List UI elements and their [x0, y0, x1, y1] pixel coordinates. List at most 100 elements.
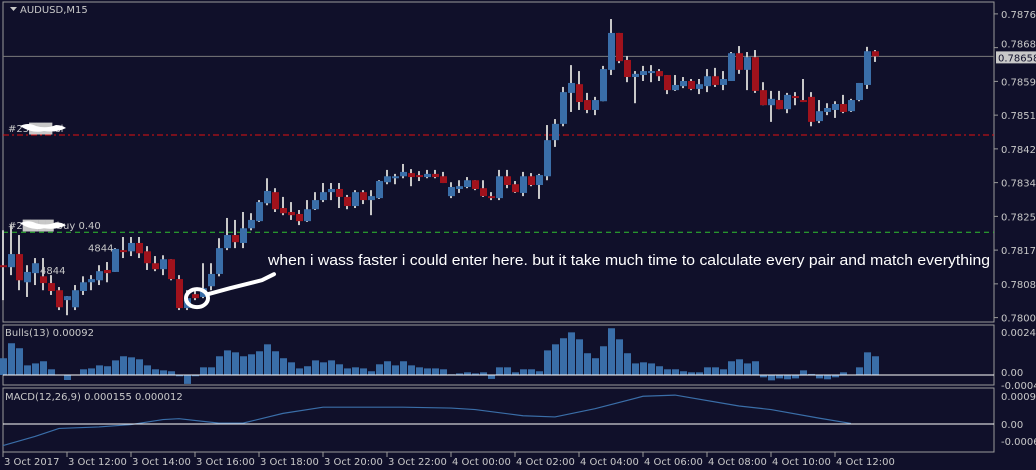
- bulls-bar: [16, 348, 23, 375]
- bull-candle-body: [128, 242, 135, 252]
- bulls-bar: [592, 358, 599, 375]
- annotation-circle: [184, 287, 210, 310]
- bulls-bar: [680, 371, 687, 375]
- bulls-bar: [256, 351, 263, 375]
- candle: [376, 180, 383, 199]
- candle-wick: [202, 263, 204, 299]
- bull-candle-body: [552, 123, 559, 141]
- bull-candle-body: [32, 263, 39, 274]
- candle: [536, 173, 543, 199]
- bulls-bar: [392, 365, 399, 375]
- candle: [360, 190, 367, 205]
- chart-text-label: 4844: [40, 266, 65, 277]
- bulls-bar: [864, 352, 871, 375]
- candle: [440, 171, 447, 184]
- candle: [0, 230, 7, 301]
- bear-candle-body: [56, 290, 63, 308]
- candle-wick: [538, 173, 540, 199]
- candle: [512, 181, 519, 193]
- bulls-bar: [760, 375, 767, 378]
- candle-wick: [290, 202, 292, 220]
- bulls-bar: [120, 356, 127, 375]
- candle: [288, 202, 295, 220]
- bulls-bar: [96, 365, 103, 375]
- bulls-bar: [456, 373, 463, 375]
- bulls-bar: [784, 375, 791, 380]
- bull-candle-body: [784, 94, 791, 110]
- bear-candle-body: [0, 265, 7, 268]
- bulls-axis-label: 0.00241: [1001, 328, 1036, 339]
- candle-wick: [794, 92, 796, 106]
- bulls-bar: [432, 368, 439, 375]
- time-label: 3 Oct 16:00: [196, 457, 255, 468]
- candle: [432, 169, 439, 179]
- candle: [112, 248, 119, 272]
- macd-axis-label: 0.00: [1001, 420, 1023, 431]
- bulls-bar: [464, 372, 471, 375]
- bull-candle-body: [208, 273, 215, 287]
- time-label: 4 Oct 06:00: [644, 457, 703, 468]
- bulls-bar: [400, 361, 407, 375]
- current-price-box: [996, 51, 1036, 64]
- candle: [496, 169, 503, 201]
- bulls-bar: [144, 365, 151, 375]
- bear-candle-body: [512, 184, 519, 193]
- bulls-bar: [408, 365, 415, 375]
- bulls-axis-label: -0.00049: [1001, 381, 1036, 392]
- bear-candle-body: [664, 75, 671, 91]
- bull-candle-body: [264, 190, 271, 204]
- candle: [248, 213, 255, 231]
- bulls-bar: [840, 372, 847, 375]
- candle: [368, 190, 375, 216]
- bull-candle-body: [496, 176, 503, 199]
- bull-candle-body: [88, 279, 95, 283]
- bulls-bar: [624, 353, 631, 375]
- bear-candle-body: [232, 235, 239, 243]
- candle: [560, 86, 567, 127]
- candle: [168, 259, 175, 281]
- bulls-bar: [544, 350, 551, 375]
- bear-candle-body: [16, 254, 23, 281]
- candle-wick: [402, 163, 404, 179]
- bull-candle-body: [680, 80, 687, 87]
- candle: [768, 90, 775, 122]
- candle: [728, 52, 735, 81]
- macd-pane-frame: [2, 387, 995, 453]
- bulls-bar: [208, 367, 215, 375]
- bulls-bar: [152, 369, 159, 375]
- bulls-bar: [664, 369, 671, 375]
- bull-candle-body: [328, 188, 335, 193]
- triangle-down-icon[interactable]: [10, 7, 17, 11]
- time-label: 3 Oct 20:00: [324, 457, 383, 468]
- bulls-bar: [424, 368, 431, 375]
- candle: [120, 237, 127, 259]
- time-label: 4 Oct 10:00: [772, 457, 831, 468]
- candle: [416, 171, 423, 182]
- bulls-bar: [824, 375, 831, 380]
- bulls-bar: [808, 373, 815, 375]
- bulls-bar: [672, 369, 679, 375]
- bulls-bar: [632, 363, 639, 375]
- candle: [344, 194, 351, 210]
- time-label: 3 Oct 22:00: [388, 457, 447, 468]
- candle: [752, 50, 759, 93]
- candle: [472, 180, 479, 191]
- bulls-bar: [288, 362, 295, 375]
- bull-candle-body: [696, 84, 703, 89]
- bulls-bar: [816, 375, 823, 379]
- bear-candle-body: [528, 176, 535, 186]
- price-label: 0.78595: [1001, 77, 1036, 88]
- bull-candle-body: [816, 111, 823, 122]
- bulls-bar: [728, 361, 735, 375]
- bear-candle-body: [432, 173, 439, 178]
- candle: [576, 71, 583, 110]
- bulls-bar: [336, 364, 343, 375]
- candle: [400, 163, 407, 179]
- candle-wick: [746, 52, 748, 91]
- bull-candle-body: [376, 181, 383, 199]
- bull-candle-body: [824, 107, 831, 112]
- bulls-bar: [696, 372, 703, 375]
